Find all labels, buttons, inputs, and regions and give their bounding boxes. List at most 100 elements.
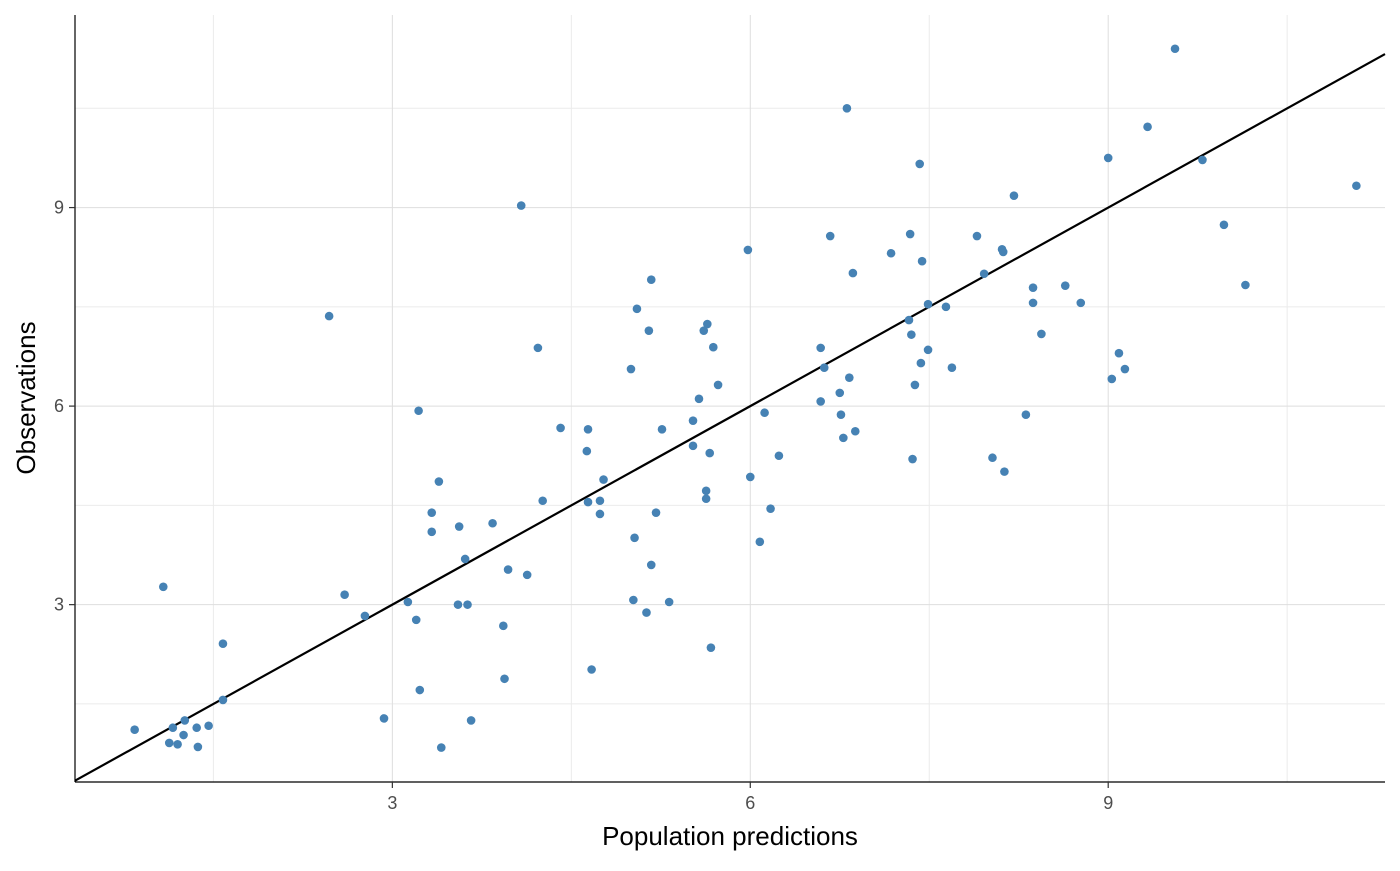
data-point — [1076, 298, 1086, 308]
data-point — [701, 486, 711, 496]
data-point — [1143, 122, 1152, 132]
data-point — [324, 311, 334, 321]
data-point — [835, 388, 845, 398]
data-point — [743, 245, 753, 255]
data-point — [819, 363, 829, 373]
grid — [75, 15, 1385, 782]
y-tick-label: 3 — [54, 595, 64, 615]
data-point — [192, 723, 201, 733]
data-point — [1103, 153, 1113, 163]
data-point — [703, 319, 712, 329]
data-point — [745, 472, 755, 482]
data-point — [816, 343, 825, 353]
data-point — [582, 446, 592, 456]
data-point — [917, 256, 927, 266]
data-point — [466, 716, 476, 725]
data-point — [688, 441, 698, 451]
data-point — [595, 496, 605, 506]
data-point — [646, 275, 656, 285]
data-point — [904, 315, 914, 325]
x-tick-label: 9 — [1103, 793, 1113, 813]
x-tick-label: 6 — [745, 793, 755, 813]
data-point — [204, 721, 213, 731]
data-point — [651, 508, 661, 517]
data-point — [755, 537, 765, 547]
data-point — [629, 595, 638, 605]
data-point — [583, 424, 593, 434]
data-point — [705, 448, 715, 458]
data-point — [500, 674, 509, 684]
data-point — [1241, 280, 1250, 290]
data-point — [626, 364, 636, 374]
data-point — [1021, 410, 1031, 420]
data-point — [923, 299, 933, 309]
points — [130, 44, 1361, 752]
data-point — [1028, 283, 1038, 292]
data-point — [1009, 191, 1019, 200]
data-point — [427, 508, 437, 517]
data-point — [630, 533, 639, 543]
axes: 3 6 9 3 6 9 — [54, 15, 1385, 813]
data-point — [414, 406, 423, 416]
data-point — [1060, 281, 1070, 290]
data-point — [173, 739, 182, 749]
identity-line — [74, 53, 1386, 782]
data-point — [941, 302, 951, 312]
data-point — [179, 730, 188, 740]
data-point — [907, 330, 916, 339]
data-point — [340, 590, 349, 600]
data-point — [972, 231, 982, 241]
data-point — [403, 597, 413, 607]
data-point — [923, 345, 933, 355]
data-point — [1352, 181, 1361, 191]
data-point — [360, 611, 370, 621]
data-point — [1107, 374, 1117, 384]
data-point — [1000, 467, 1009, 476]
data-point — [998, 247, 1008, 257]
data-point — [839, 433, 848, 443]
data-point — [533, 343, 543, 353]
data-point — [642, 608, 651, 617]
data-point — [760, 408, 769, 418]
data-point — [657, 424, 667, 434]
data-point — [825, 231, 835, 241]
data-point — [1037, 329, 1046, 339]
data-point — [499, 621, 508, 631]
data-point — [905, 229, 915, 239]
data-point — [915, 159, 924, 169]
data-point — [816, 397, 825, 406]
y-tick-label: 9 — [54, 198, 64, 218]
data-point — [556, 423, 565, 433]
data-point — [644, 326, 654, 335]
data-point — [587, 665, 596, 674]
data-point — [646, 560, 656, 570]
data-point — [836, 410, 846, 420]
data-point — [1114, 348, 1124, 358]
data-point — [916, 358, 926, 368]
data-point — [701, 494, 711, 504]
data-point — [460, 554, 470, 564]
data-point — [427, 527, 437, 537]
data-point — [168, 723, 178, 733]
data-point — [708, 342, 718, 352]
data-point — [193, 742, 203, 752]
data-point — [632, 304, 642, 314]
data-point — [848, 268, 858, 278]
data-point — [522, 570, 532, 580]
data-point — [688, 416, 698, 425]
data-point — [886, 248, 896, 258]
data-point — [699, 326, 709, 335]
data-point — [713, 380, 723, 390]
data-point — [434, 477, 444, 486]
data-point — [706, 643, 716, 652]
data-point — [454, 522, 464, 531]
x-axis-label: Population predictions — [602, 821, 858, 851]
identity-line-group — [74, 53, 1386, 782]
data-point — [910, 380, 920, 390]
data-point — [218, 695, 228, 705]
data-point — [908, 454, 917, 464]
data-point — [1219, 220, 1229, 230]
data-point — [842, 104, 852, 113]
data-point — [164, 738, 174, 748]
data-point — [411, 615, 421, 625]
